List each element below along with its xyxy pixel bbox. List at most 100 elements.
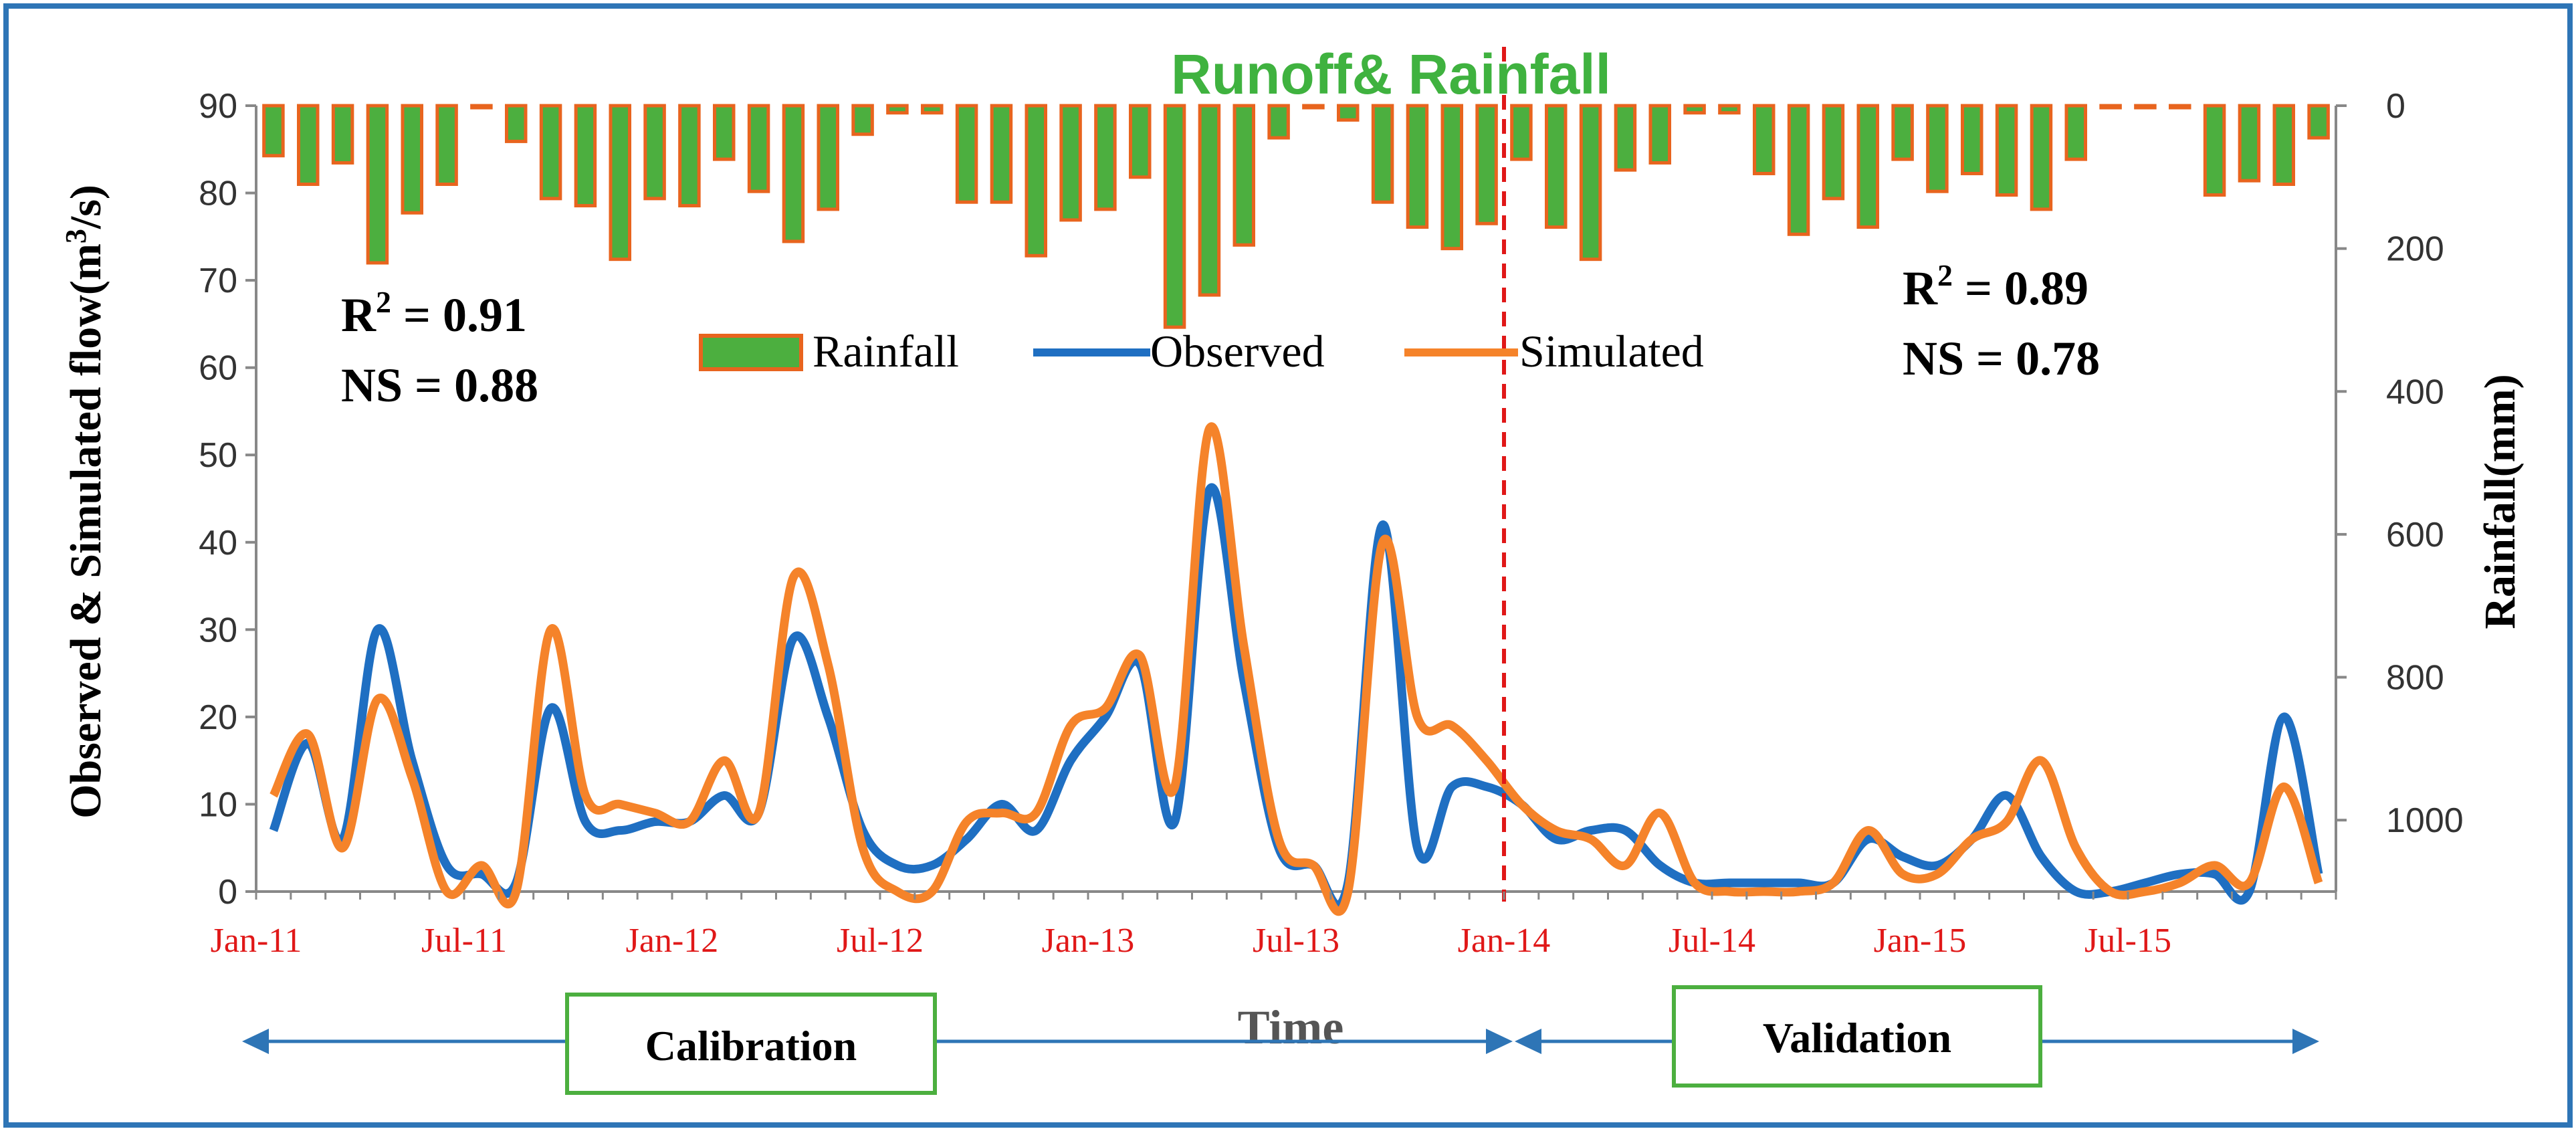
y-axis-label-right: Rainfall(mm)	[2476, 374, 2525, 629]
rainfall-bar	[1163, 104, 1186, 329]
left-tick-label: 30	[199, 611, 237, 649]
right-tick-label: 0	[2386, 87, 2405, 126]
rainfall-bar	[2099, 104, 2122, 110]
calibration-label: Calibration	[645, 1022, 857, 1069]
legend-rainfall-label: Rainfall	[813, 326, 959, 377]
rainfall-bar	[1302, 104, 1325, 110]
x-tick-label: Jul-14	[1669, 922, 1755, 960]
rainfall-bar	[1475, 104, 1498, 225]
x-tick-label: Jan-13	[1042, 922, 1135, 960]
left-tick-label: 20	[199, 698, 237, 737]
rainfall-bar	[435, 104, 458, 186]
calibration-r2: R2 = 0.91	[341, 285, 527, 342]
rainfall-bar	[1544, 104, 1568, 229]
left-tick-label: 90	[199, 87, 237, 126]
right-tick-label: 800	[2386, 659, 2444, 698]
rainfall-bar	[574, 104, 597, 208]
left-tick-label: 70	[199, 262, 237, 300]
rainfall-bar	[1787, 104, 1810, 236]
rainfall-bar	[1232, 104, 1256, 247]
rainfall-bar	[1995, 104, 2018, 197]
rainfall-bar	[1856, 104, 1880, 229]
rainfall-bar	[1440, 104, 1464, 251]
rainfall-bar	[643, 104, 666, 201]
rainfall-bar	[1822, 104, 1845, 201]
rainfall-bar	[2030, 104, 2053, 211]
rainfall-bar	[1267, 104, 1290, 140]
calibration-box	[565, 993, 937, 1095]
validation-box	[1672, 985, 2042, 1088]
y-axis-label-left: Observed & Simulated flow(m3/s)	[60, 185, 110, 819]
rainfall-bar	[1718, 104, 1741, 115]
rainfall-bar	[1198, 104, 1221, 297]
rainfall-bar	[1579, 104, 1602, 262]
left-tick-label: 0	[218, 873, 237, 912]
rainfall-bar	[955, 104, 978, 204]
rainfall-bar	[2064, 104, 2088, 161]
rainfall-bar	[1752, 104, 1776, 175]
left-axis-ticks: 0 10 20 30 40 50 60 70 80 90	[199, 87, 256, 912]
rainfall-bar	[1336, 104, 1360, 122]
rainfall-bar	[678, 104, 701, 208]
validation-r2: R2 = 0.89	[1903, 258, 2088, 315]
rainfall-bar	[1025, 104, 1048, 258]
rainfall-bar	[470, 104, 493, 110]
rainfall-bar	[712, 104, 736, 161]
rainfall-bar	[504, 104, 528, 143]
validation-label: Validation	[1763, 1014, 1951, 1061]
simulated-line	[270, 422, 2323, 916]
rainfall-bar	[1960, 104, 1983, 175]
rainfall-bar	[1128, 104, 1152, 179]
x-tick-label: Jan-11	[211, 922, 302, 960]
left-tick-label: 60	[199, 349, 237, 388]
rainfall-bar	[366, 104, 389, 265]
rainfall-bar	[2134, 104, 2157, 110]
rainfall-bar	[1094, 104, 1117, 211]
rainfall-bar	[296, 104, 320, 186]
rainfall-bar	[1891, 104, 1914, 161]
rainfall-bars	[262, 104, 2330, 329]
rainfall-bar	[2168, 104, 2191, 110]
rainfall-bar	[886, 104, 909, 115]
x-tick-label: Jul-11	[421, 922, 507, 960]
right-tick-label: 1000	[2386, 801, 2464, 840]
left-tick-label: 40	[199, 524, 237, 562]
legend: Rainfall Observed Simulated	[699, 326, 1704, 377]
rainfall-bar	[262, 104, 285, 158]
rainfall-bar	[1926, 104, 1949, 193]
rainfall-bar	[1059, 104, 1082, 222]
arrowhead-left-icon	[242, 1029, 269, 1054]
rainfall-bar	[920, 104, 944, 115]
rainfall-bar	[2272, 104, 2296, 186]
rainfall-bar	[1406, 104, 1429, 229]
chart-frame	[3, 3, 2573, 1128]
rainfall-bar	[2307, 104, 2330, 140]
rainfall-bar	[747, 104, 770, 193]
rainfall-bar	[1648, 104, 1672, 165]
rainfall-bar	[1510, 104, 1533, 161]
x-axis-ticks: Jan-11 Jul-11 Jan-12 Jul-12 Jan-13 Jul-13 Jan-…	[211, 892, 2337, 960]
rainfall-bar	[609, 104, 632, 262]
rainfall-bar	[1614, 104, 1637, 172]
arrowhead-right-icon	[2292, 1029, 2319, 1054]
x-tick-label: Jan-14	[1458, 922, 1551, 960]
right-tick-label: 400	[2386, 373, 2444, 411]
legend-observed-label: Observed	[1150, 326, 1325, 377]
rainfall-bar	[401, 104, 424, 215]
rainfall-bar	[817, 104, 840, 211]
x-tick-label: Jul-12	[837, 922, 924, 960]
rainfall-bar	[331, 104, 354, 165]
chart-title: Runoff& Rainfall	[1171, 43, 1611, 106]
left-tick-label: 80	[199, 175, 237, 213]
rainfall-bar	[1371, 104, 1394, 204]
x-tick-label: Jan-12	[626, 922, 719, 960]
x-tick-label: Jan-15	[1874, 922, 1967, 960]
x-tick-label: Jul-13	[1253, 922, 1339, 960]
rainfall-bar	[782, 104, 805, 243]
x-tick-label: Jul-15	[2084, 922, 2171, 960]
arrowhead-right-icon	[1486, 1029, 1513, 1054]
right-axis-ticks: 0 200 400 600 800 1000	[2336, 87, 2464, 840]
rainfall-bar	[2203, 104, 2226, 197]
rainfall-bar	[2238, 104, 2261, 183]
